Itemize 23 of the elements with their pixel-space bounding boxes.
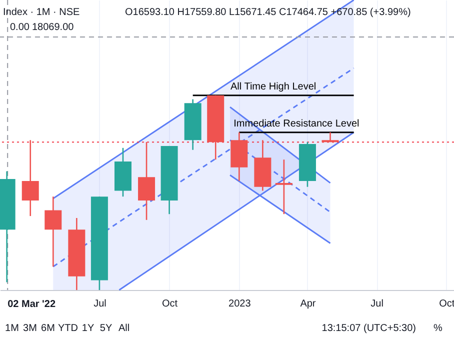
text: 0.00 [10, 22, 30, 33]
text: % [434, 323, 443, 334]
series-label: All Time High Level [230, 81, 316, 92]
x-tick-label: Oct [162, 298, 178, 310]
text: All [118, 323, 130, 334]
x-tick-label: Jul [370, 298, 384, 310]
x-tick-label: Apr [300, 298, 316, 310]
text: Index · 1M · NSE [3, 7, 80, 18]
text: YTD [58, 323, 78, 334]
candlestick [44, 196, 62, 268]
ref-line-label: 02 Mar '22 [8, 299, 56, 310]
text: 18069.00 [32, 22, 74, 33]
text: 5Y [100, 323, 112, 334]
text: 1Y [82, 323, 94, 334]
text: 3M [23, 323, 37, 334]
candlestick [275, 158, 292, 215]
candlestick [22, 139, 39, 217]
x-tick-label: Jul [94, 298, 106, 310]
text: 6M [41, 323, 55, 334]
x-tick-label: 2023 [228, 298, 252, 310]
text: 13:15:07 (UTC+5:30) [322, 323, 416, 334]
text: 1M [5, 323, 19, 334]
candlestick [138, 141, 156, 221]
